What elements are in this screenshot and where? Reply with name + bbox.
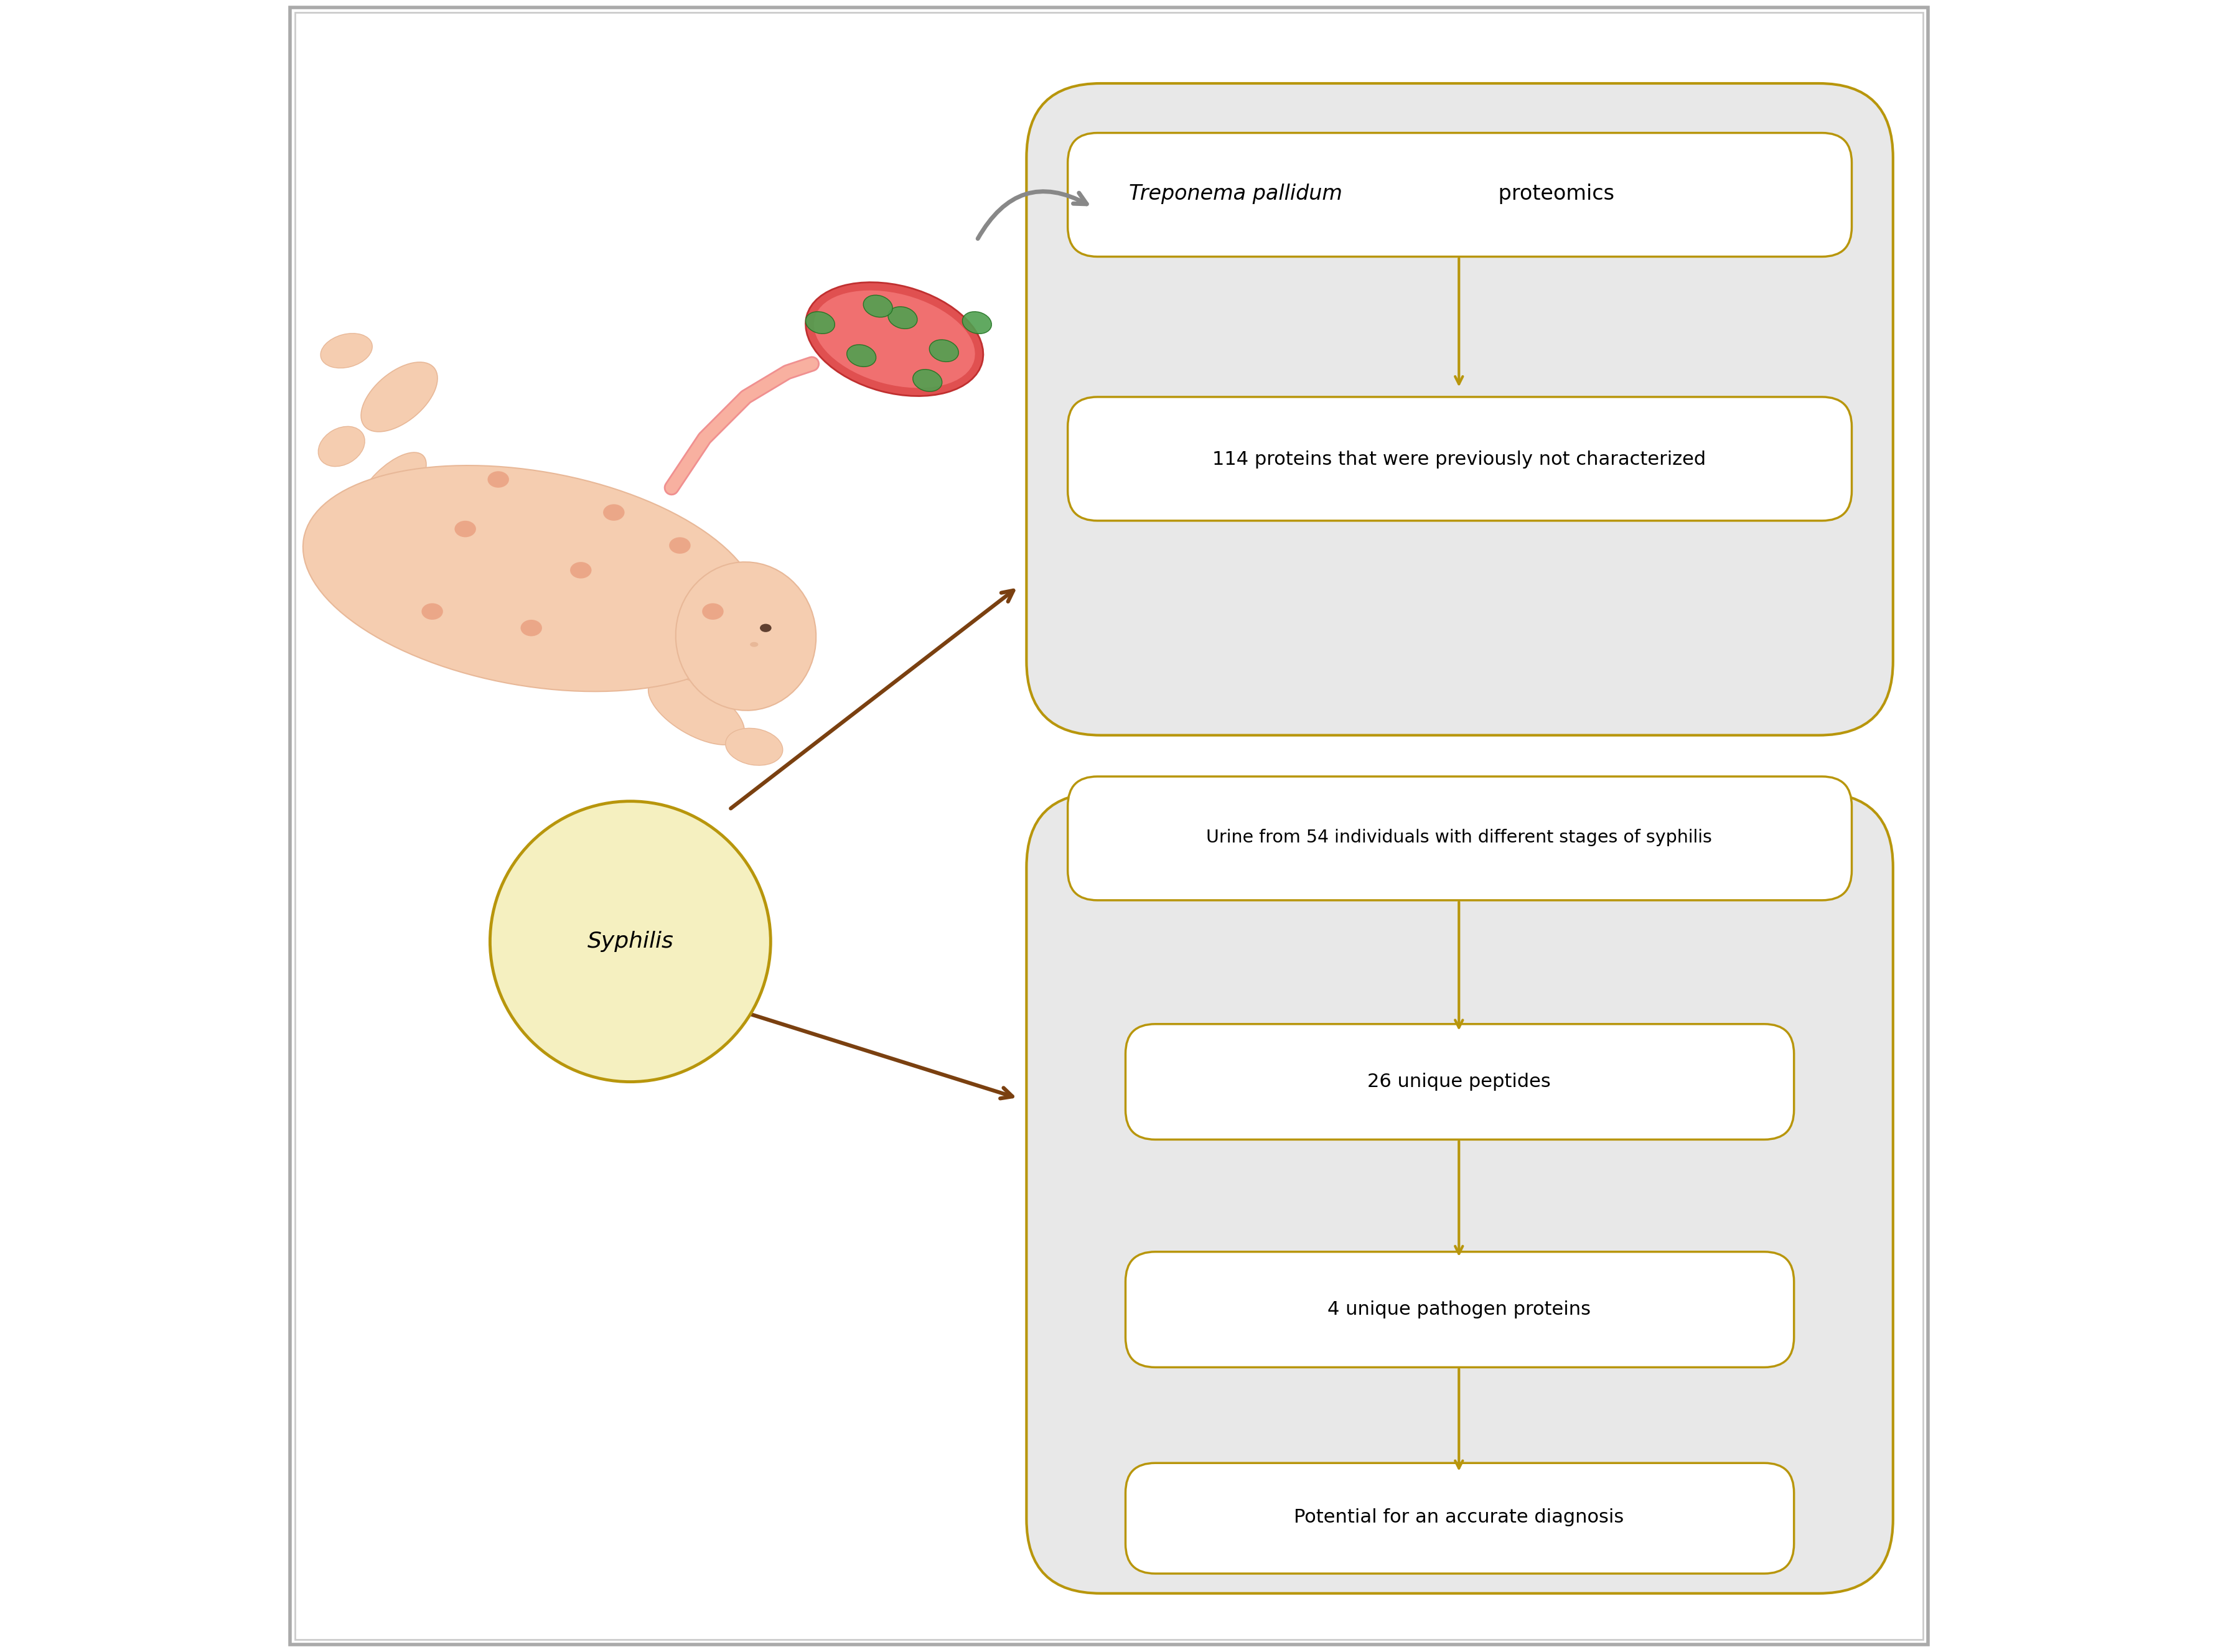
FancyBboxPatch shape bbox=[1027, 793, 1892, 1594]
Ellipse shape bbox=[929, 340, 958, 362]
Ellipse shape bbox=[670, 537, 690, 553]
Ellipse shape bbox=[805, 312, 834, 334]
Ellipse shape bbox=[362, 362, 437, 431]
Ellipse shape bbox=[455, 520, 477, 537]
Ellipse shape bbox=[488, 471, 508, 487]
Ellipse shape bbox=[322, 334, 373, 368]
Text: Potential for an accurate diagnosis: Potential for an accurate diagnosis bbox=[1293, 1508, 1624, 1526]
Ellipse shape bbox=[304, 466, 759, 692]
Ellipse shape bbox=[603, 504, 625, 520]
Text: proteomics: proteomics bbox=[1493, 183, 1615, 205]
Text: Urine from 54 individuals with different stages of syphilis: Urine from 54 individuals with different… bbox=[1207, 829, 1712, 846]
Ellipse shape bbox=[317, 426, 364, 466]
FancyBboxPatch shape bbox=[1027, 83, 1892, 735]
FancyBboxPatch shape bbox=[1067, 396, 1852, 520]
Text: 26 unique peptides: 26 unique peptides bbox=[1366, 1072, 1550, 1090]
Text: 114 proteins that were previously not characterized: 114 proteins that were previously not ch… bbox=[1211, 451, 1706, 469]
Text: Syphilis: Syphilis bbox=[588, 932, 674, 952]
Ellipse shape bbox=[521, 620, 541, 636]
FancyBboxPatch shape bbox=[1125, 1252, 1794, 1368]
Ellipse shape bbox=[963, 312, 991, 334]
Ellipse shape bbox=[805, 282, 983, 396]
Ellipse shape bbox=[355, 453, 426, 524]
Ellipse shape bbox=[761, 624, 772, 633]
Text: Treponema pallidum: Treponema pallidum bbox=[1129, 183, 1342, 205]
FancyBboxPatch shape bbox=[1067, 776, 1852, 900]
Ellipse shape bbox=[914, 370, 943, 392]
Ellipse shape bbox=[847, 345, 876, 367]
Ellipse shape bbox=[421, 603, 444, 620]
Text: 4 unique pathogen proteins: 4 unique pathogen proteins bbox=[1326, 1300, 1590, 1318]
Ellipse shape bbox=[887, 307, 918, 329]
Ellipse shape bbox=[725, 729, 783, 765]
Ellipse shape bbox=[814, 291, 976, 388]
Ellipse shape bbox=[863, 296, 892, 317]
Ellipse shape bbox=[570, 562, 592, 578]
FancyBboxPatch shape bbox=[1125, 1464, 1794, 1574]
Ellipse shape bbox=[750, 643, 759, 648]
FancyBboxPatch shape bbox=[1125, 1024, 1794, 1140]
Circle shape bbox=[490, 801, 770, 1082]
Ellipse shape bbox=[676, 562, 816, 710]
FancyBboxPatch shape bbox=[1067, 132, 1852, 256]
Ellipse shape bbox=[648, 676, 745, 745]
Ellipse shape bbox=[703, 603, 723, 620]
Ellipse shape bbox=[617, 504, 676, 572]
